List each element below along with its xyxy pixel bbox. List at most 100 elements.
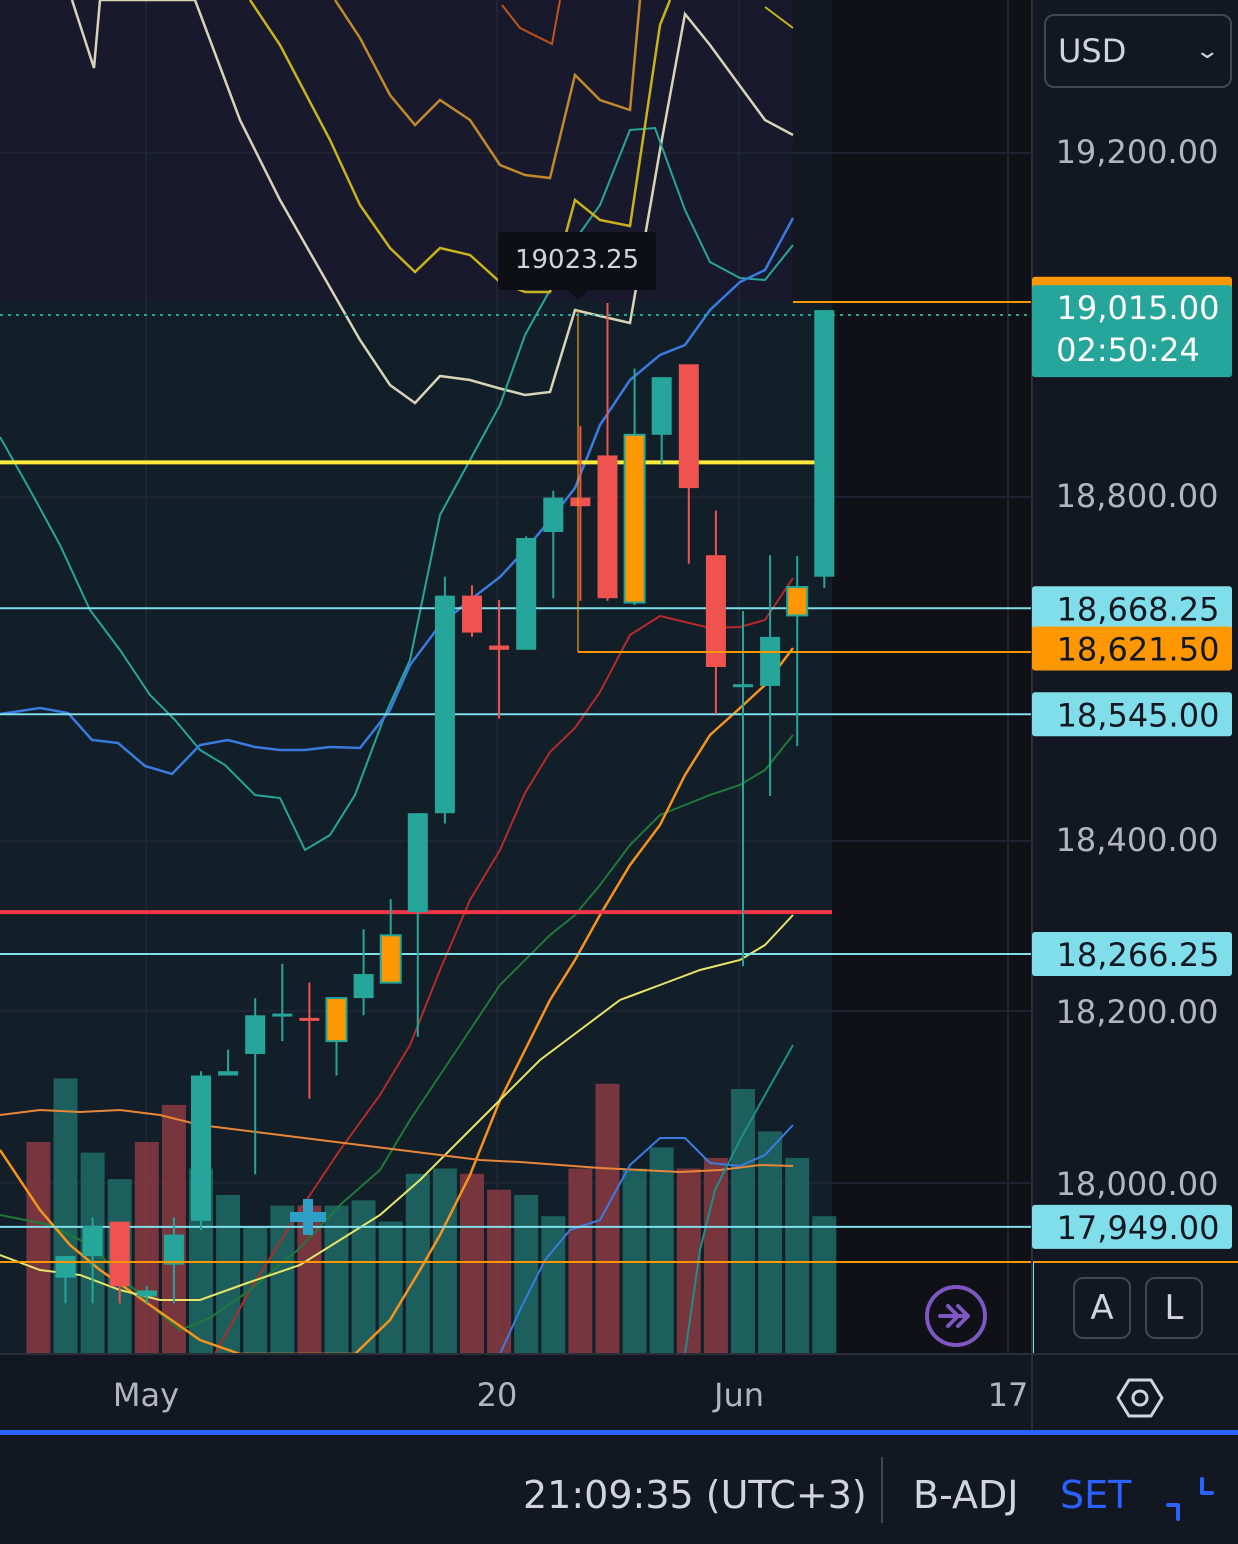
candle-body [272, 1013, 293, 1017]
price-tick-label: 19,200.00 [1056, 133, 1219, 171]
currency-dropdown[interactable]: USD ⌄ [1044, 14, 1232, 88]
price-label-orange: 18,621.50 [1032, 626, 1232, 671]
band-top-orange-line [501, 0, 561, 46]
volume-bar [812, 1216, 837, 1354]
log-scale-button[interactable]: L [1145, 1277, 1203, 1339]
price-label-bg [1032, 626, 1232, 671]
candle-body [325, 997, 348, 1043]
candle [651, 377, 672, 465]
session-toggle[interactable]: SET [1060, 1473, 1132, 1517]
time-tick-label: 17 [988, 1376, 1029, 1414]
volume-blue-line [499, 1124, 794, 1354]
candle-body [136, 1290, 157, 1297]
candle-body [651, 377, 672, 435]
price-chart[interactable]: 19023.25 19,200.00 18,800.00 18,400.00 18,2… [0, 0, 1238, 1430]
candle [379, 899, 402, 984]
volume-bar [541, 1216, 566, 1354]
candle-body [760, 636, 781, 686]
volume-bar [649, 1147, 674, 1354]
price-axis[interactable]: 19,200.00 18,800.00 18,400.00 18,200.00 18,0… [1031, 0, 1232, 1430]
band-fill-upper [0, 0, 793, 302]
clock-text[interactable]: 21:09:35 (UTC+3) [523, 1473, 867, 1517]
bollinger-lower-line [0, 126, 794, 852]
price-label-value: 18,266.25 [1057, 936, 1220, 974]
volume-bar [53, 1078, 78, 1354]
candle [325, 997, 348, 1076]
candle [570, 426, 591, 601]
price-label-cyan: 18,545.00 [1032, 692, 1232, 737]
auto-scale-button[interactable]: A [1073, 1277, 1131, 1339]
candle-body [516, 538, 537, 650]
candle [353, 929, 374, 1016]
volume-bar [378, 1221, 403, 1354]
candle-body [570, 497, 591, 507]
candle [516, 536, 537, 650]
price-tick-label: 18,200.00 [1056, 993, 1219, 1031]
time-axis[interactable]: May 20 Jun 17 [0, 1353, 1238, 1414]
scroll-to-realtime-icon[interactable] [922, 1282, 990, 1350]
candle-body [163, 1234, 184, 1265]
settings-icon[interactable] [1116, 1374, 1164, 1422]
candle-body [299, 1017, 320, 1021]
volume-bar [731, 1089, 755, 1354]
price-label-current: 19,015.00 02:50:24 [1032, 285, 1232, 378]
candle-body [678, 364, 699, 489]
candle-body [786, 586, 809, 617]
candle [136, 1286, 157, 1304]
candle-body [543, 497, 564, 532]
yellow-ma-line [0, 914, 794, 1301]
volume-teal-line [684, 1044, 794, 1354]
candle [191, 1071, 211, 1231]
candle [82, 1217, 103, 1304]
volume-bar [785, 1157, 810, 1354]
price-label-bg [1032, 932, 1232, 977]
price-label-cyan: 18,266.25 [1032, 932, 1232, 977]
candle [489, 599, 510, 719]
status-bar: 21:09:35 (UTC+3) B-ADJ SET [0, 1435, 1238, 1544]
candle-body [623, 433, 646, 604]
volume-bar [487, 1189, 512, 1354]
candle-body [191, 1075, 211, 1221]
candle [218, 1049, 239, 1076]
candle [462, 585, 482, 637]
volume-bar [758, 1131, 783, 1354]
band-top-yellow-line [764, 6, 794, 29]
price-label-bg [1032, 692, 1232, 737]
expand-icon[interactable] [1166, 1475, 1214, 1523]
candle [434, 576, 455, 824]
price-label-value: 17,949.00 [1057, 1209, 1220, 1247]
bollinger-upper-line [70, 0, 794, 405]
candle-body [407, 813, 428, 913]
volume-bar [26, 1142, 51, 1354]
tooltip-value: 19023.25 [515, 245, 639, 275]
volume-bar [595, 1083, 620, 1354]
candle-body [55, 1256, 76, 1278]
candle [814, 310, 835, 588]
candle-body [489, 645, 510, 650]
orange-ma-line [0, 647, 794, 1354]
price-label-cyan: 18,668.25 [1032, 586, 1232, 631]
candle-body [82, 1226, 103, 1257]
candle [543, 490, 564, 599]
adjustment-toggle[interactable]: B-ADJ [913, 1473, 1019, 1517]
candle-body [218, 1071, 239, 1076]
volume-bar [134, 1142, 159, 1354]
price-tick-label: 18,000.00 [1056, 1165, 1219, 1203]
price-label-value: 18,621.50 [1057, 631, 1220, 669]
time-tick-label: May [113, 1376, 179, 1414]
volume-bar [514, 1195, 539, 1354]
candles[interactable] [55, 303, 835, 1304]
chevron-down-icon: ⌄ [1193, 38, 1220, 64]
volume-bar [324, 1205, 349, 1354]
time-tick-label: 20 [477, 1376, 518, 1414]
price-label-bg [1032, 1204, 1232, 1249]
candle-body [597, 455, 618, 599]
candle-body [462, 595, 482, 633]
candle-body [245, 1015, 266, 1054]
red-ma-line [214, 577, 794, 1354]
time-tick-label: Jun [712, 1376, 764, 1414]
volume-ma-line [0, 1108, 794, 1174]
price-label-bg [1032, 586, 1232, 631]
cross-marker [290, 1199, 326, 1235]
candle [597, 303, 618, 601]
